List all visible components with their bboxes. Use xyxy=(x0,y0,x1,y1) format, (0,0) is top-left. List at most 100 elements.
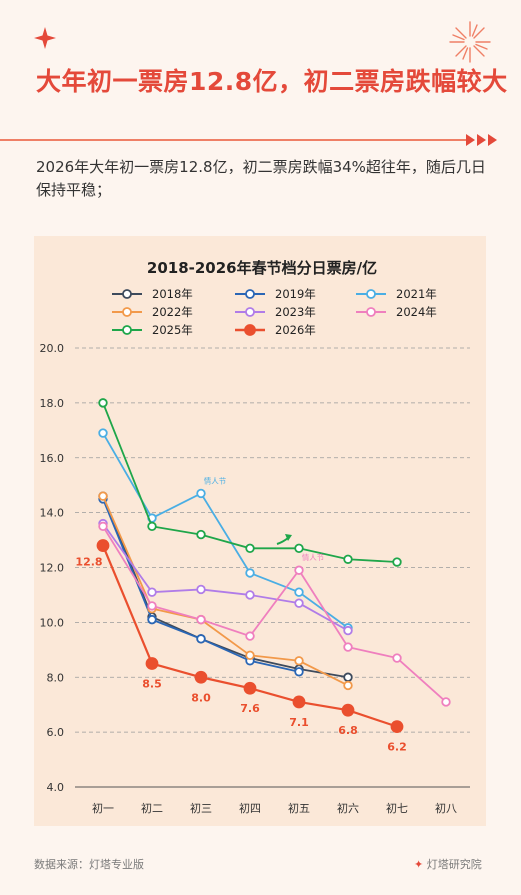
data-point xyxy=(245,568,255,578)
legend-label: 2021年 xyxy=(396,287,437,301)
data-point xyxy=(343,554,353,564)
data-label: 12.8 xyxy=(75,556,102,569)
series-line xyxy=(102,525,447,703)
x-tick-label: 初二 xyxy=(141,801,163,815)
y-tick-label: 20.0 xyxy=(40,342,65,355)
x-tick-label: 初五 xyxy=(288,801,310,815)
data-point xyxy=(343,680,353,691)
data-point xyxy=(196,529,206,540)
data-point xyxy=(245,650,255,660)
legend-marker xyxy=(244,324,256,336)
data-point xyxy=(294,598,304,608)
data-label: 7.6 xyxy=(240,702,260,715)
legend-marker xyxy=(122,289,132,299)
data-point xyxy=(392,557,402,567)
data-point xyxy=(392,653,402,663)
data-point xyxy=(245,543,255,553)
legend-label: 2019年 xyxy=(275,287,316,301)
data-point xyxy=(243,681,257,695)
data-point xyxy=(98,398,108,408)
legend-marker xyxy=(366,307,376,317)
data-label: 7.1 xyxy=(289,716,309,729)
data-point xyxy=(194,670,208,684)
trend-arrow-head xyxy=(285,534,292,541)
data-point xyxy=(343,642,353,652)
data-point xyxy=(98,491,108,501)
x-tick-label: 初四 xyxy=(239,801,261,815)
x-tick-label: 初三 xyxy=(190,801,212,815)
data-point xyxy=(145,657,159,670)
x-tick-label: 初七 xyxy=(386,801,408,815)
legend-marker xyxy=(366,289,376,299)
data-point xyxy=(147,521,157,532)
data-point xyxy=(294,656,304,666)
y-tick-label: 14.0 xyxy=(40,507,65,520)
annotation-label: 情人节 xyxy=(204,475,227,485)
series-line xyxy=(102,523,349,632)
legend-marker xyxy=(245,307,255,317)
trend-arrow-icon xyxy=(276,537,289,545)
data-label: 6.2 xyxy=(387,741,407,754)
firework-icon xyxy=(449,21,491,63)
data-point xyxy=(294,587,304,597)
y-tick-label: 16.0 xyxy=(40,452,65,465)
triple-arrow-icon xyxy=(466,134,497,146)
brand-logo: ✦ 灯塔研究院 xyxy=(414,856,482,872)
data-point xyxy=(245,590,255,600)
y-tick-label: 12.0 xyxy=(40,562,65,575)
brand-name: 灯塔研究院 xyxy=(426,858,482,871)
legend-marker xyxy=(122,307,132,317)
data-point xyxy=(147,587,157,597)
data-point xyxy=(98,428,108,438)
legend-marker xyxy=(122,325,132,335)
data-point xyxy=(294,565,304,575)
annotation-label: 情人节 xyxy=(302,552,325,562)
header-divider xyxy=(0,139,466,141)
series-line xyxy=(102,495,349,687)
legend-label: 2023年 xyxy=(275,305,316,319)
data-point xyxy=(196,488,206,499)
data-label: 6.8 xyxy=(338,724,358,737)
y-tick-label: 4.0 xyxy=(47,781,65,794)
data-point xyxy=(96,539,110,552)
data-point xyxy=(98,521,108,532)
lamp-icon: ✦ xyxy=(414,858,424,871)
legend-label: 2022年 xyxy=(152,305,193,319)
sparkle-icon xyxy=(34,27,56,49)
page-subtitle: 2026年大年初一票房12.8亿，初二票房跌幅34%超往年，随后几日保持平稳； xyxy=(36,158,486,199)
data-label: 8.5 xyxy=(142,678,162,691)
x-tick-label: 初六 xyxy=(337,801,359,815)
legend-label: 2026年 xyxy=(275,323,316,337)
legend-label: 2025年 xyxy=(152,323,193,337)
series-line xyxy=(102,495,349,679)
data-label: 8.0 xyxy=(191,691,211,704)
y-tick-label: 8.0 xyxy=(47,671,65,684)
data-point xyxy=(343,625,353,636)
data-point xyxy=(441,697,451,707)
data-point xyxy=(343,672,353,682)
data-point xyxy=(292,695,306,709)
x-tick-label: 初一 xyxy=(92,801,114,815)
data-point xyxy=(341,703,355,717)
data-point xyxy=(294,667,304,677)
x-tick-label: 初八 xyxy=(435,801,457,815)
chart-title: 2018-2026年春节档分日票房/亿 xyxy=(147,259,377,277)
legend-marker xyxy=(245,289,255,299)
data-point xyxy=(390,720,404,734)
series-line xyxy=(102,432,349,629)
data-source: 数据来源：灯塔专业版 xyxy=(34,858,144,871)
y-tick-label: 6.0 xyxy=(47,726,65,739)
y-tick-label: 18.0 xyxy=(40,397,65,410)
data-point xyxy=(147,601,157,611)
y-tick-label: 10.0 xyxy=(40,616,65,629)
data-point xyxy=(196,584,206,595)
data-point xyxy=(147,614,157,625)
data-point xyxy=(196,634,206,644)
legend-label: 2018年 xyxy=(152,287,193,301)
page-headline: 大年初一票房12.8亿，初二票房跌幅较大 xyxy=(36,67,508,96)
data-point xyxy=(245,631,255,641)
data-point xyxy=(196,614,206,625)
series-line xyxy=(102,402,398,563)
